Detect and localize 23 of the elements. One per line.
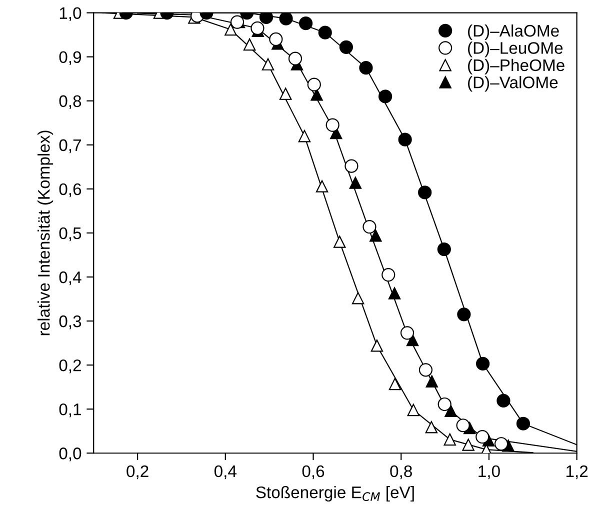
y-tick-label: 0,0: [59, 448, 82, 462]
x-tick-label: 0,2: [126, 465, 148, 480]
x-axis-title: Stoßenergie E$_{CM}$ [eV]: [256, 486, 414, 502]
x-tick-label: 0,6: [302, 465, 324, 480]
legend-label: (D)–ValOMe: [468, 76, 558, 92]
y-tick-label: 0,2: [59, 359, 81, 374]
y-axis-title: relative Intensität (Komplex): [38, 130, 54, 336]
y-tick-label: 1,0: [60, 7, 82, 21]
x-tick-label: 1,0: [478, 465, 500, 480]
y-tick-label: 0,7: [59, 139, 81, 154]
y-tick-label: 0,4: [59, 271, 82, 286]
y-tick-label: 0,1: [59, 403, 82, 418]
legend-label: (D)–PheOMe: [468, 58, 564, 74]
y-tick-label: 0,6: [59, 183, 82, 198]
legend-label: (D)–LeuOMe: [468, 42, 563, 58]
y-tick-label: 0,5: [59, 227, 82, 242]
x-tick-label: 1,2: [566, 465, 588, 480]
y-tick-label: 0,8: [59, 95, 82, 110]
y-tick-label: 0,3: [59, 315, 82, 330]
x-tick-label: 0,8: [390, 465, 412, 480]
legend-label: (D)–AlaOMe: [468, 24, 559, 40]
y-tick-label: 0,9: [59, 51, 82, 66]
x-tick-label: 0,4: [214, 465, 236, 480]
